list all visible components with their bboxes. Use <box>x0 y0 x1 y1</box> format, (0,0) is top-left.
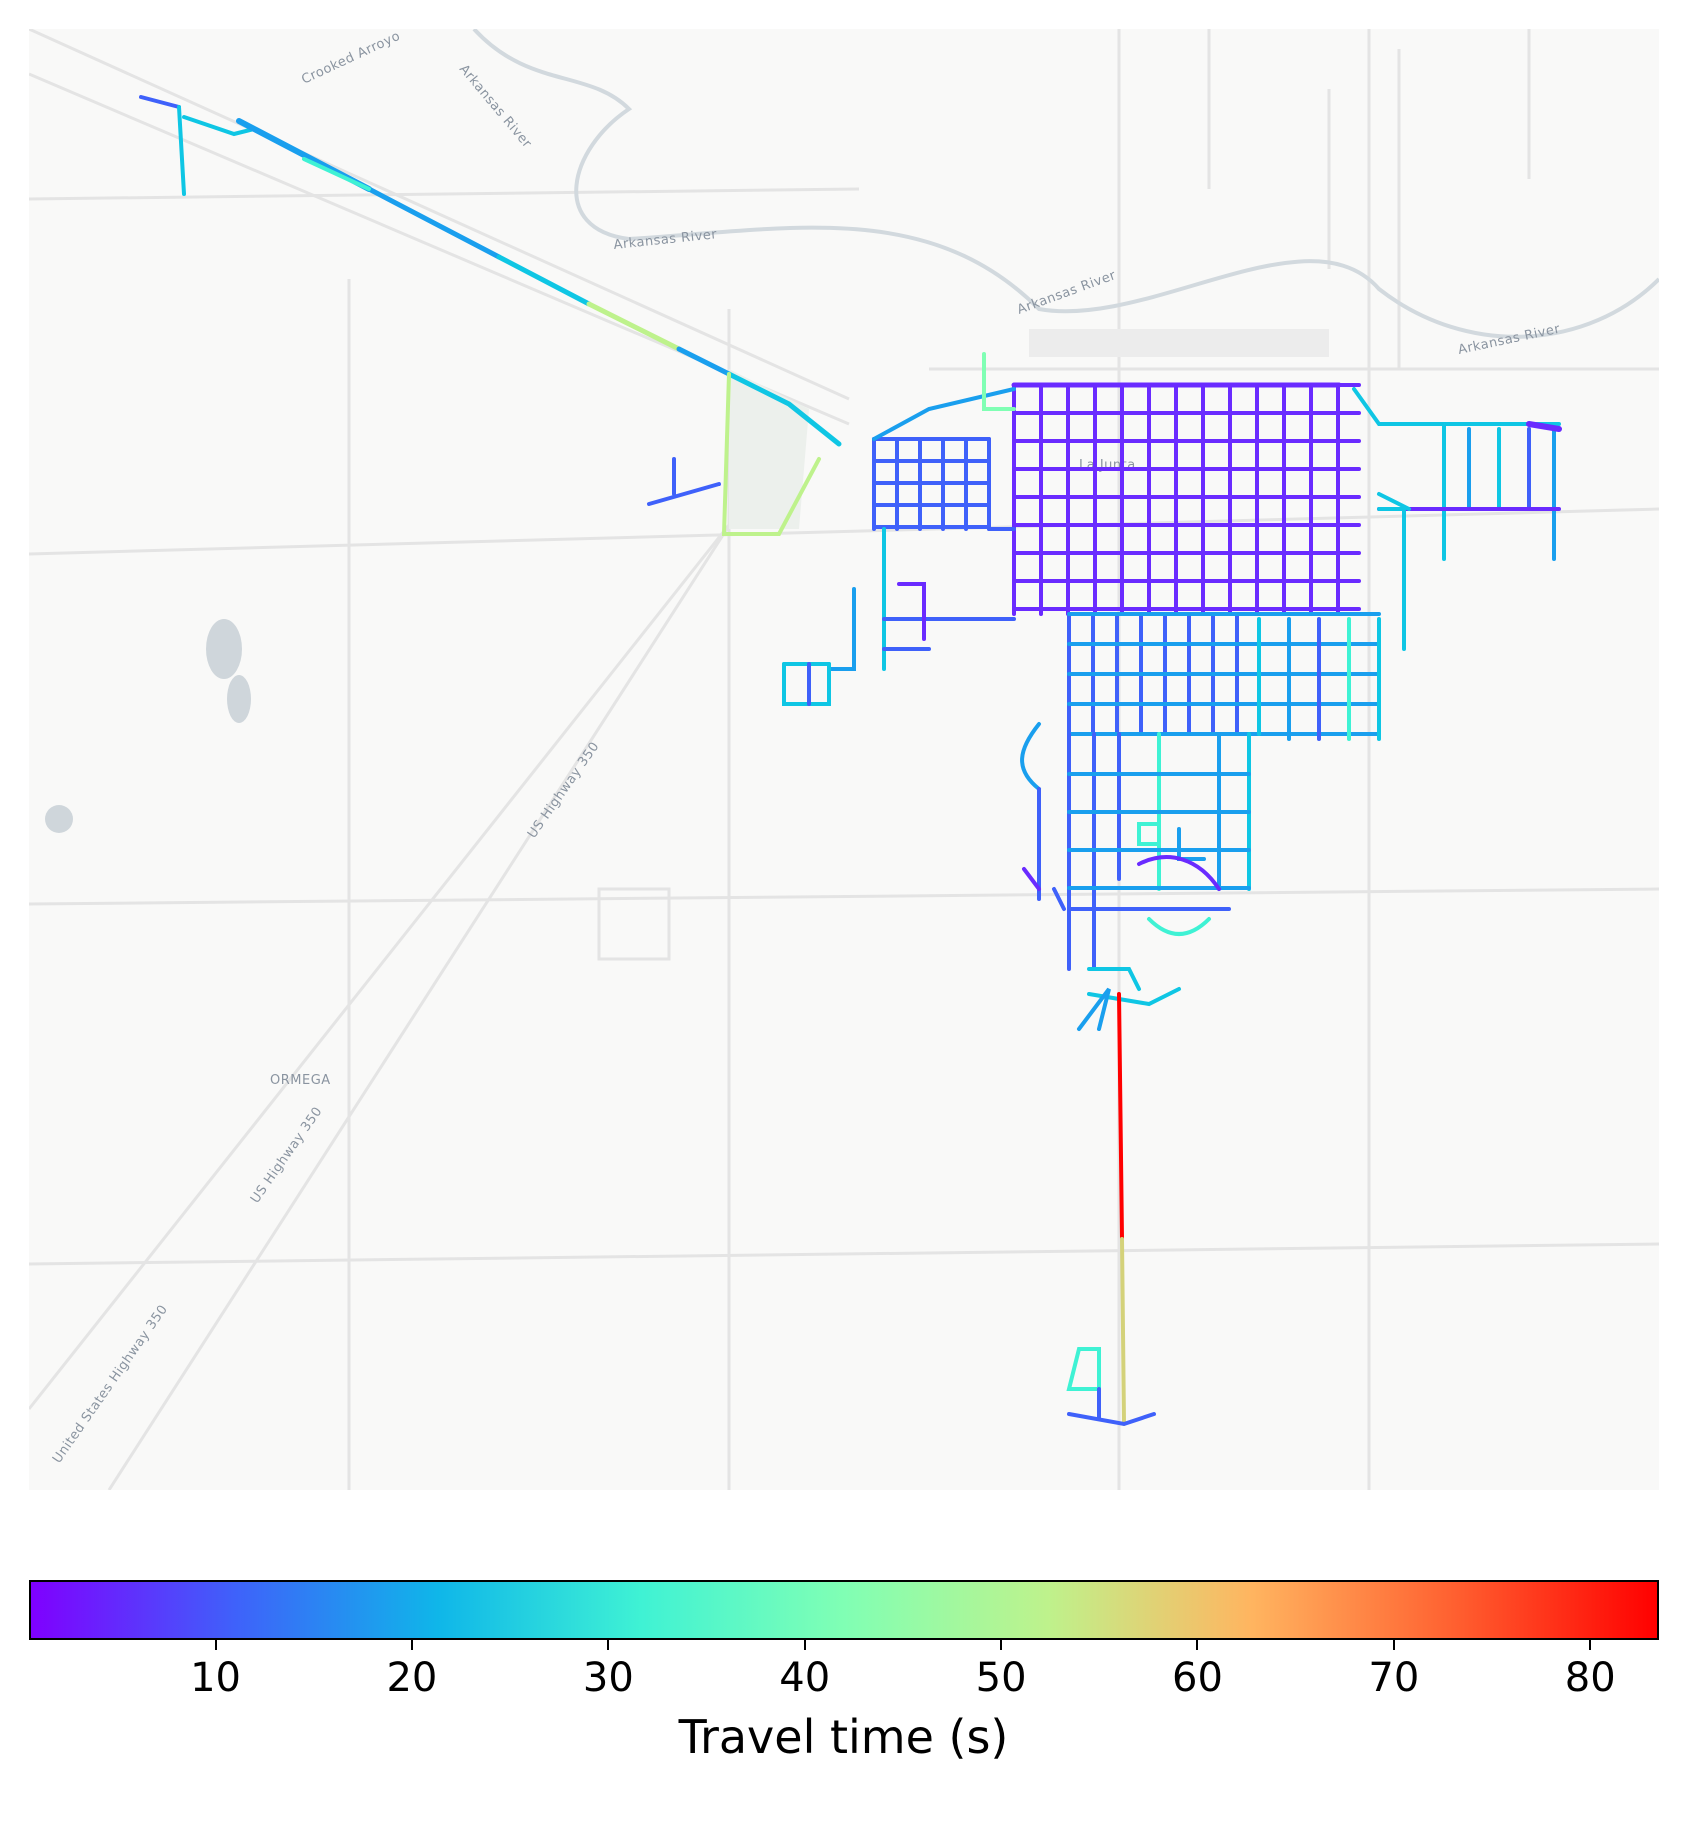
map-area: Crooked Arroyo Arkansas River Arkansas R… <box>29 29 1659 1490</box>
road-segment <box>1117 992 1124 1241</box>
label-arkansas-river-4: Arkansas River <box>1457 322 1562 358</box>
road-segment <box>366 186 502 260</box>
road-segment <box>1066 1347 1101 1391</box>
road-segment <box>1177 827 1206 861</box>
road-segment <box>1020 722 1041 791</box>
road-segment <box>1052 887 1066 911</box>
ponds <box>45 619 251 833</box>
label-ormega: ORMEGA <box>270 1073 331 1088</box>
road-segment <box>1377 507 1406 651</box>
colorbar-tick-label: 80 <box>1564 1655 1616 1701</box>
colorbar-tick-label: 10 <box>190 1655 242 1701</box>
label-arkansas-river-1: Arkansas River <box>456 62 534 151</box>
colorbar-tick <box>214 1640 217 1650</box>
road-segment <box>827 587 856 671</box>
road-segment <box>1352 387 1561 426</box>
rail-yard <box>1029 329 1329 357</box>
road-segment <box>302 157 371 191</box>
label-us-highway-350: US Highway 350 <box>525 739 603 841</box>
road-segment <box>647 482 721 506</box>
road-segment <box>1147 917 1211 936</box>
road-segment <box>726 371 842 447</box>
road-network <box>139 95 1562 1427</box>
basemap-roads <box>29 29 1659 1490</box>
road-segment <box>182 115 256 137</box>
road-segment <box>1526 421 1562 432</box>
label-crooked-arroyo: Crooked Arroyo <box>299 29 402 88</box>
colorbar-tick <box>410 1640 413 1650</box>
colorbar-tick-label: 50 <box>975 1655 1027 1701</box>
road-segment <box>982 352 1016 411</box>
road-segment <box>1077 987 1111 1031</box>
colorbar <box>29 1580 1659 1640</box>
colorbar-tick <box>1000 1640 1003 1650</box>
road-segment <box>1377 492 1411 511</box>
colorbar-tick <box>1196 1640 1199 1650</box>
park-area <box>729 369 809 529</box>
road-segment <box>897 582 926 641</box>
colorbar-tick <box>1392 1640 1395 1650</box>
road-segment <box>586 301 682 352</box>
colorbar-tick-label: 40 <box>779 1655 831 1701</box>
colorbar-tick-label: 70 <box>1368 1655 1420 1701</box>
label-united-states-highway-350: United States Highway 350 <box>50 1302 171 1466</box>
road-segment <box>177 105 186 196</box>
road-segment <box>1067 1412 1156 1427</box>
road-segment <box>1120 1237 1126 1426</box>
label-arkansas-river-2: Arkansas River <box>613 227 718 253</box>
road-segment <box>782 662 831 706</box>
road-segment <box>872 387 1016 441</box>
road-segment <box>1087 987 1181 1007</box>
road-segment <box>1087 967 1141 991</box>
road-segment <box>721 372 821 536</box>
colorbar-label: Travel time (s) <box>678 1710 1009 1764</box>
colorbar-tick <box>607 1640 610 1650</box>
road-segment <box>1022 867 1041 891</box>
road-segment <box>1137 822 1161 846</box>
colorbar-tick-label: 60 <box>1172 1655 1223 1701</box>
colorbar-tick-label: 30 <box>582 1655 634 1701</box>
road-segment <box>676 346 732 377</box>
river <box>472 29 1659 339</box>
road-segment <box>1137 855 1221 891</box>
colorbar-tick <box>1589 1640 1592 1650</box>
colorbar-tick <box>803 1640 806 1650</box>
colorbar-tick-label: 20 <box>386 1655 438 1701</box>
road-segment <box>139 95 181 109</box>
road-segment <box>496 254 592 307</box>
